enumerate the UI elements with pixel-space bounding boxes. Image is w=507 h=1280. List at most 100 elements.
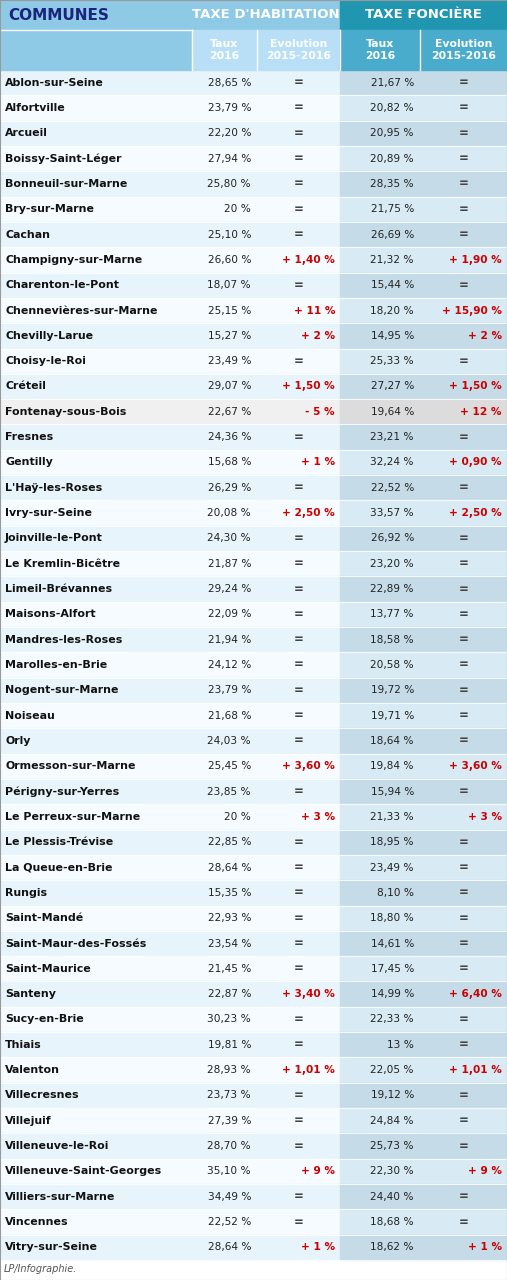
Text: 19,72 %: 19,72 % <box>371 685 414 695</box>
Text: 20,08 %: 20,08 % <box>207 508 251 518</box>
Text: Marolles-en-Brie: Marolles-en-Brie <box>5 660 107 669</box>
Text: =: = <box>458 634 468 646</box>
Text: + 1,40 %: + 1,40 % <box>282 255 335 265</box>
Text: + 1 %: + 1 % <box>301 1243 335 1252</box>
Text: =: = <box>294 557 303 570</box>
Text: =: = <box>458 684 468 696</box>
Bar <box>340 754 507 780</box>
Text: 22,93 %: 22,93 % <box>207 913 251 923</box>
Text: 25,45 %: 25,45 % <box>208 762 251 772</box>
Text: 25,33 %: 25,33 % <box>371 356 414 366</box>
Text: 22,52 %: 22,52 % <box>208 1217 251 1228</box>
Text: 35,10 %: 35,10 % <box>207 1166 251 1176</box>
Bar <box>0 855 340 881</box>
Text: 22,52 %: 22,52 % <box>371 483 414 493</box>
Bar <box>340 374 507 399</box>
Text: + 2 %: + 2 % <box>468 330 502 340</box>
Text: =: = <box>458 709 468 722</box>
Bar <box>340 0 507 29</box>
Text: =: = <box>294 1139 303 1152</box>
Text: Vincennes: Vincennes <box>5 1217 68 1228</box>
Bar <box>0 576 340 602</box>
Text: TAXE FONCIÈRE: TAXE FONCIÈRE <box>365 9 482 22</box>
Text: 20,89 %: 20,89 % <box>371 154 414 164</box>
Text: 8,10 %: 8,10 % <box>377 888 414 897</box>
Text: =: = <box>294 735 303 748</box>
Text: 21,75 %: 21,75 % <box>371 205 414 214</box>
Bar <box>0 273 340 298</box>
Text: + 2,50 %: + 2,50 % <box>449 508 502 518</box>
Text: 25,73 %: 25,73 % <box>371 1140 414 1151</box>
Bar <box>0 120 340 146</box>
Bar <box>340 348 507 374</box>
Text: 22,05 %: 22,05 % <box>371 1065 414 1075</box>
Text: 26,69 %: 26,69 % <box>371 229 414 239</box>
Bar <box>0 247 340 273</box>
Bar <box>340 780 507 804</box>
Text: Gentilly: Gentilly <box>5 457 53 467</box>
Text: 21,45 %: 21,45 % <box>208 964 251 974</box>
Text: + 1,01 %: + 1,01 % <box>449 1065 502 1075</box>
Text: + 1 %: + 1 % <box>468 1243 502 1252</box>
Bar <box>340 526 507 552</box>
Bar <box>0 323 340 348</box>
Text: =: = <box>294 481 303 494</box>
Text: Le Plessis-Trévise: Le Plessis-Trévise <box>5 837 113 847</box>
Text: 24,40 %: 24,40 % <box>371 1192 414 1202</box>
Text: Villeneuve-Saint-Georges: Villeneuve-Saint-Georges <box>5 1166 162 1176</box>
Text: =: = <box>294 608 303 621</box>
Bar <box>340 1235 507 1260</box>
Bar <box>0 1184 340 1210</box>
Text: =: = <box>294 1115 303 1128</box>
Text: 33,57 %: 33,57 % <box>371 508 414 518</box>
Bar <box>0 653 340 677</box>
Text: =: = <box>294 836 303 849</box>
Bar <box>340 475 507 500</box>
Bar <box>340 552 507 576</box>
Text: Périgny-sur-Yerres: Périgny-sur-Yerres <box>5 786 119 797</box>
Text: =: = <box>458 430 468 444</box>
Text: + 3,40 %: + 3,40 % <box>282 989 335 1000</box>
Text: =: = <box>458 911 468 924</box>
Bar <box>0 754 340 780</box>
Bar <box>340 95 507 120</box>
Text: + 3 %: + 3 % <box>468 812 502 822</box>
Bar <box>340 120 507 146</box>
Text: Evolution
2015-2016: Evolution 2015-2016 <box>431 40 496 60</box>
Text: Saint-Mandé: Saint-Mandé <box>5 913 83 923</box>
Text: 29,24 %: 29,24 % <box>208 584 251 594</box>
Text: 18,58 %: 18,58 % <box>371 635 414 645</box>
Text: =: = <box>294 911 303 924</box>
Text: =: = <box>294 202 303 216</box>
Text: =: = <box>458 152 468 165</box>
Bar <box>340 146 507 172</box>
Text: =: = <box>458 735 468 748</box>
Text: =: = <box>458 608 468 621</box>
Bar <box>340 500 507 526</box>
Text: =: = <box>458 785 468 799</box>
Text: =: = <box>294 785 303 799</box>
Text: =: = <box>458 557 468 570</box>
Bar <box>0 475 340 500</box>
Bar <box>340 1108 507 1133</box>
Bar <box>0 221 340 247</box>
Text: =: = <box>458 101 468 114</box>
Text: =: = <box>458 76 468 90</box>
Text: Saint-Maur-des-Fossés: Saint-Maur-des-Fossés <box>5 938 147 948</box>
Bar <box>0 956 340 982</box>
Bar <box>0 70 340 95</box>
Text: =: = <box>294 532 303 545</box>
Text: =: = <box>294 1190 303 1203</box>
Text: - 5 %: - 5 % <box>305 407 335 417</box>
Text: 21,94 %: 21,94 % <box>208 635 251 645</box>
Bar <box>0 1108 340 1133</box>
Text: 13 %: 13 % <box>387 1039 414 1050</box>
Bar <box>0 982 340 1007</box>
Text: =: = <box>458 861 468 874</box>
Bar <box>0 905 340 931</box>
Bar <box>0 780 340 804</box>
Text: Fontenay-sous-Bois: Fontenay-sous-Bois <box>5 407 126 417</box>
Text: + 3 %: + 3 % <box>301 812 335 822</box>
Bar <box>0 146 340 172</box>
Bar <box>340 855 507 881</box>
